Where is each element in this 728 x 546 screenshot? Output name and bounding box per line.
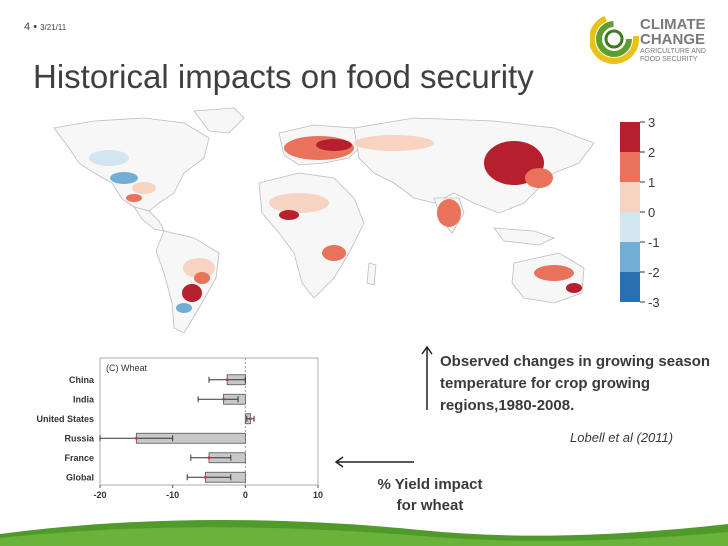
legend-swatch-0 xyxy=(620,212,640,242)
patch-na-lightblue xyxy=(89,150,129,166)
mean-point xyxy=(222,397,225,401)
north-america xyxy=(53,117,210,212)
category-label: China xyxy=(69,375,95,385)
legend-label: -2 xyxy=(648,265,660,280)
band-light-green xyxy=(0,527,728,546)
south-america xyxy=(155,230,220,334)
mean-point xyxy=(134,436,138,440)
patch-australia-red xyxy=(534,265,574,281)
legend-label: -3 xyxy=(648,295,660,310)
mean-point xyxy=(225,378,229,382)
yield-caption-line-1: % Yield impact xyxy=(377,476,483,493)
legend-label: 3 xyxy=(648,115,655,130)
world-temperature-map xyxy=(34,103,606,338)
category-label: Global xyxy=(66,472,94,482)
legend-label: 2 xyxy=(648,145,655,160)
slide-separator: • xyxy=(33,21,38,33)
slide-date: 3/21/11 xyxy=(40,23,67,32)
patch-sa-darkred xyxy=(182,284,202,302)
patch-sa-blue xyxy=(176,303,192,313)
category-label: Russia xyxy=(64,433,95,443)
map-caption: Observed changes in growing season tempe… xyxy=(440,353,711,414)
mean-point xyxy=(249,417,252,421)
patch-sa-red xyxy=(194,272,210,284)
logo-line-4: FOOD SECURITY xyxy=(640,56,698,63)
wheat-yield-chart: (C) Wheat China India United States Russia Fr… xyxy=(36,357,323,500)
mean-point xyxy=(203,475,207,479)
x-tick-label: 0 xyxy=(243,490,248,500)
legend-swatch-1 xyxy=(620,182,640,212)
patch-na-blue xyxy=(110,172,138,184)
patch-eu-darkred xyxy=(316,139,352,151)
legend-label: -1 xyxy=(648,235,660,250)
slide-number: 4 • 3/21/11 xyxy=(24,21,66,33)
patch-na-lightred xyxy=(132,182,156,194)
slide-number-value: 4 xyxy=(24,21,31,33)
temperature-patches xyxy=(89,135,582,313)
legend-swatch-neg1 xyxy=(620,242,640,272)
legend-swatch-neg2 xyxy=(620,272,640,302)
patch-australia-darkred xyxy=(566,283,582,293)
legend-swatch-2 xyxy=(620,152,640,182)
legend-colorbar: 3 2 1 0 -1 -2 -3 xyxy=(620,115,660,310)
logo-line-2: CHANGE xyxy=(640,31,706,48)
patch-sa-lightred xyxy=(183,258,215,278)
patch-africa-lightred xyxy=(269,193,329,213)
legend-label: 0 xyxy=(648,205,655,220)
patch-india-red xyxy=(437,199,461,227)
category-label: United States xyxy=(36,414,94,424)
ccafs-logo: CLIMATE CHANGE AGRICULTURE AND FOOD SECU… xyxy=(589,10,722,72)
yield-caption: % Yield impact for wheat xyxy=(360,474,500,516)
logo-line-3: AGRICULTURE AND xyxy=(640,48,706,55)
logo-line-1: CLIMATE xyxy=(640,16,706,33)
temperature-legend: 3 2 1 0 -1 -2 -3 xyxy=(612,112,712,317)
bottom-decorative-band xyxy=(0,520,728,546)
patch-china-red xyxy=(525,168,553,188)
chart-title: (C) Wheat xyxy=(106,363,148,373)
greenland xyxy=(193,107,245,134)
yield-caption-line-2: for wheat xyxy=(396,497,464,514)
arrow-left-icon xyxy=(334,456,414,468)
patch-asia-lightred xyxy=(354,135,434,151)
x-tick-label: 10 xyxy=(313,490,323,500)
patch-africa-red xyxy=(322,245,346,261)
x-tick-label: -10 xyxy=(166,490,179,500)
se-asia-islands xyxy=(493,227,556,246)
ccafs-logo-mark-icon xyxy=(589,14,639,64)
patch-africa-darkred xyxy=(279,210,299,220)
mean-point xyxy=(207,456,211,460)
legend-swatch-3 xyxy=(620,122,640,152)
patch-na-red xyxy=(126,194,142,202)
category-label: France xyxy=(64,453,94,463)
category-label: India xyxy=(73,394,95,404)
x-tick-label: -20 xyxy=(93,490,106,500)
slide-title: Historical impacts on food security xyxy=(33,58,534,95)
citation: Lobell et al (2011) xyxy=(570,430,674,445)
legend-label: 1 xyxy=(648,175,655,190)
madagascar xyxy=(366,262,377,286)
arrow-up-icon xyxy=(421,345,433,410)
